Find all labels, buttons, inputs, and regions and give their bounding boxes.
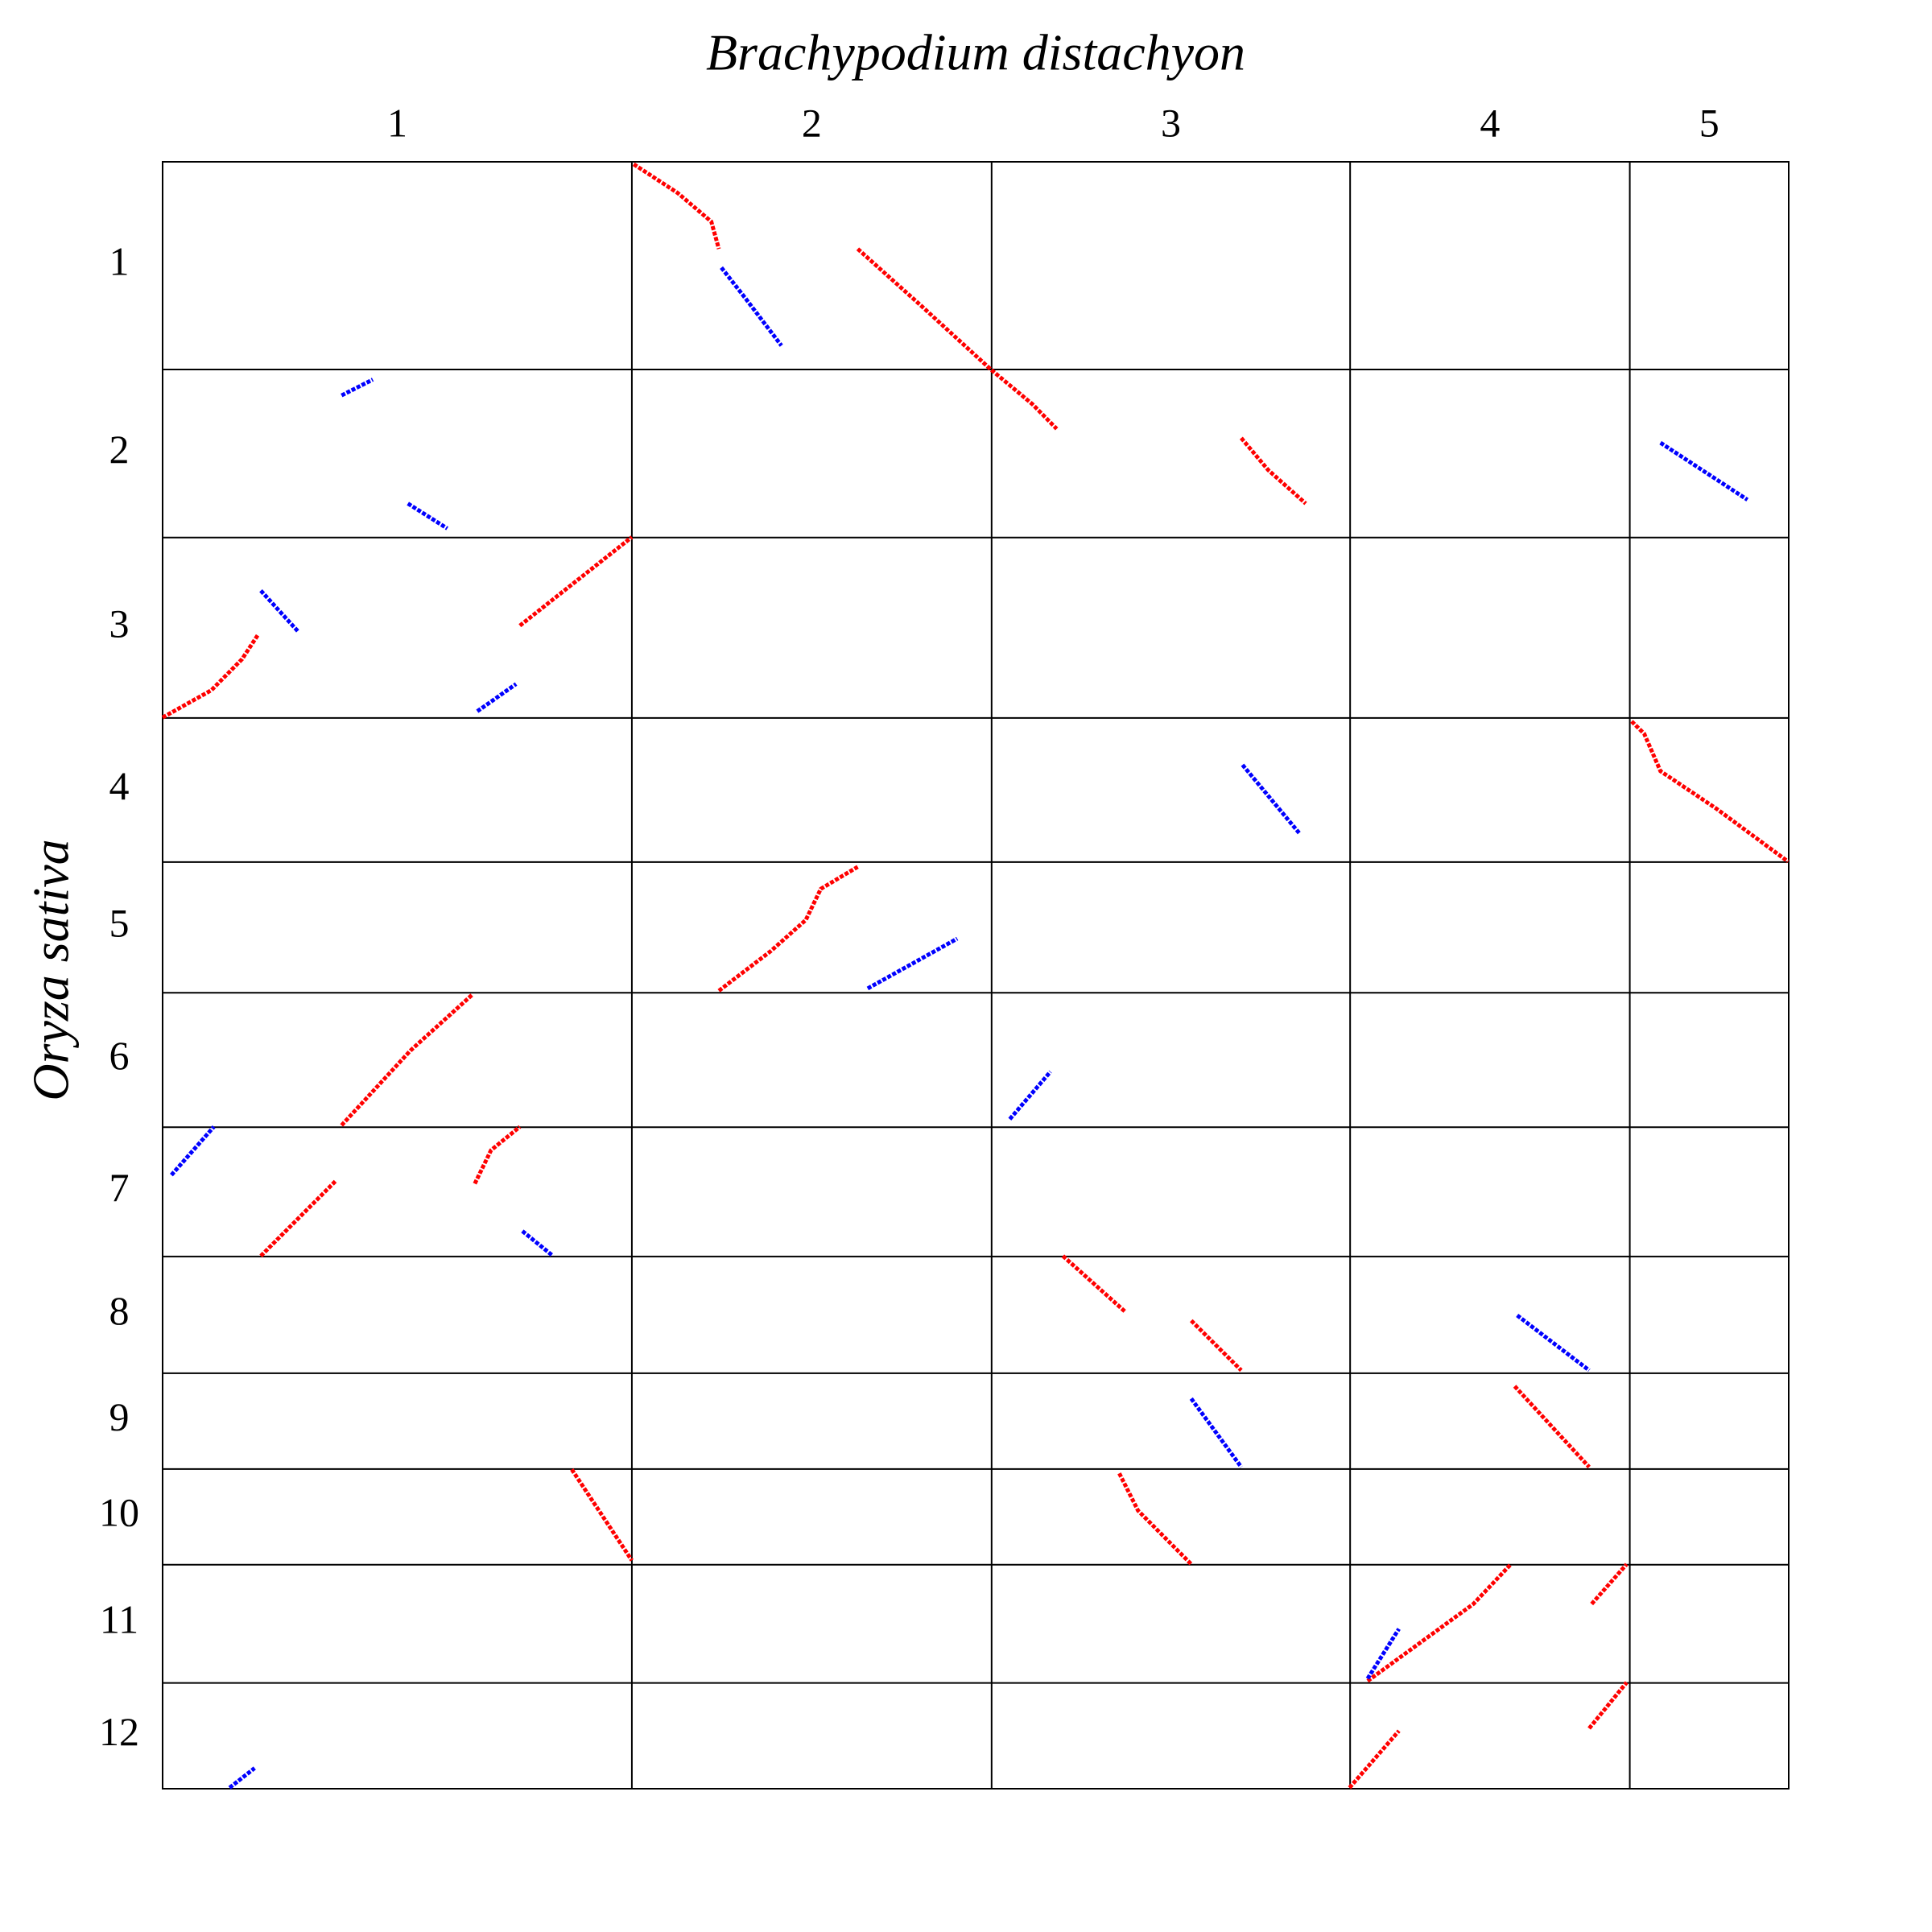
- synteny-block: [518, 535, 634, 628]
- synteny-block: [521, 1229, 555, 1258]
- y-chromosome-label: 3: [109, 601, 130, 646]
- synteny-block: [1348, 1729, 1401, 1790]
- y-chromosome-label: 4: [109, 763, 130, 808]
- y-chromosome-label: 2: [109, 427, 130, 472]
- synteny-block: [407, 502, 448, 530]
- x-chromosome-label: 2: [802, 100, 822, 145]
- y-title: Oryza sativa: [23, 839, 80, 1100]
- x-chromosome-label: 3: [1161, 100, 1181, 145]
- synteny-block: [717, 865, 859, 993]
- synteny-block: [340, 993, 474, 1127]
- synteny-block: [1189, 1397, 1243, 1468]
- synteny-block: [473, 1125, 522, 1185]
- y-chromosome-label: 10: [99, 1490, 139, 1535]
- synteny-block: [570, 1468, 634, 1562]
- synteny-block: [1659, 440, 1749, 502]
- y-chromosome-label: 8: [109, 1288, 130, 1333]
- synteny-block: [1587, 1681, 1629, 1730]
- synteny-block: [720, 266, 783, 347]
- synteny-block: [476, 682, 518, 713]
- synteny-block: [1590, 1563, 1629, 1606]
- x-chromosome-label: 5: [1699, 100, 1719, 145]
- synteny-block: [259, 589, 300, 634]
- x-chromosome-label: 1: [387, 100, 407, 145]
- x-title: Brachypodium distachyon: [706, 24, 1245, 81]
- synteny-block: [1008, 1070, 1052, 1121]
- synteny-block: [341, 378, 374, 398]
- synteny-block: [170, 1125, 216, 1177]
- synteny-block: [632, 162, 721, 250]
- y-chromosome-label: 9: [109, 1394, 130, 1439]
- y-chromosome-label: 7: [109, 1165, 130, 1210]
- synteny-block: [1513, 1385, 1591, 1469]
- synteny-block: [866, 936, 959, 991]
- synteny-block: [1117, 1472, 1193, 1566]
- synteny-block: [161, 633, 260, 720]
- y-chromosome-label: 11: [100, 1597, 138, 1642]
- x-chromosome-label: 4: [1480, 100, 1500, 145]
- y-chromosome-label: 5: [109, 901, 130, 946]
- synteny-block: [1241, 763, 1302, 835]
- synteny-block: [228, 1766, 256, 1790]
- synteny-block: [1239, 436, 1307, 506]
- plot-frame: [162, 161, 1790, 1790]
- synteny-block: [1516, 1314, 1591, 1373]
- synteny-block: [1061, 1254, 1127, 1314]
- y-chromosome-label: 1: [109, 238, 130, 283]
- synteny-block: [1365, 1628, 1401, 1680]
- synteny-block: [259, 1179, 337, 1257]
- synteny-block: [1630, 720, 1790, 864]
- synteny-block: [1366, 1563, 1513, 1683]
- synteny-block: [856, 247, 1059, 431]
- synteny-block: [1190, 1319, 1243, 1373]
- y-chromosome-label: 6: [109, 1033, 130, 1078]
- y-chromosome-label: 12: [99, 1709, 139, 1754]
